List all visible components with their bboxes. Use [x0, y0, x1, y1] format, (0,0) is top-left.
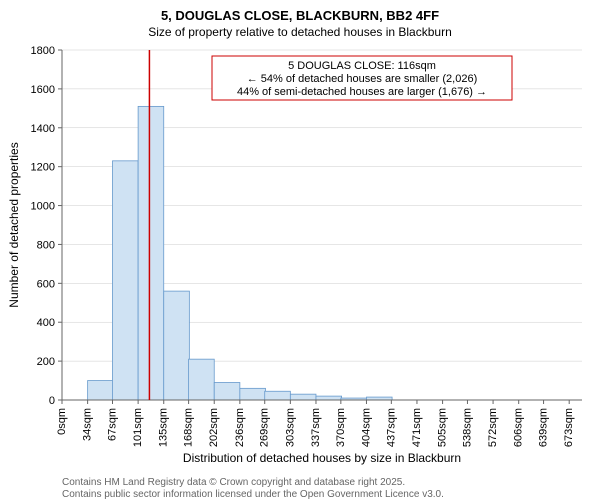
callout-line2: ← 54% of detached houses are smaller (2,… [247, 73, 478, 85]
xtick-label: 269sqm [259, 408, 271, 447]
chart-subtitle: Size of property relative to detached ho… [148, 25, 452, 39]
ytick-label: 1400 [31, 123, 55, 135]
ytick-label: 800 [37, 239, 55, 251]
histogram-bar [189, 359, 215, 400]
callout-line1: 5 DOUGLAS CLOSE: 116sqm [288, 60, 436, 72]
xtick-label: 673sqm [563, 408, 575, 447]
xtick-label: 236sqm [234, 408, 246, 447]
ytick-label: 0 [49, 395, 55, 407]
ytick-label: 1000 [31, 201, 55, 213]
xtick-label: 0sqm [56, 408, 68, 435]
histogram-bar [88, 381, 114, 400]
xtick-label: 303sqm [284, 408, 296, 447]
xtick-label: 639sqm [538, 408, 550, 447]
ytick-label: 1800 [31, 45, 55, 57]
xtick-label: 168sqm [183, 408, 195, 447]
xtick-label: 370sqm [335, 408, 347, 447]
ytick-label: 200 [37, 356, 55, 368]
xtick-label: 538sqm [461, 408, 473, 447]
ytick-label: 1200 [31, 162, 55, 174]
xtick-label: 337sqm [310, 408, 322, 447]
histogram-bar [265, 391, 291, 400]
histogram-bar [290, 394, 316, 400]
xtick-label: 101sqm [132, 408, 144, 447]
histogram-bar [112, 161, 138, 400]
histogram-bar [138, 106, 164, 400]
histogram-bar [164, 291, 190, 400]
ytick-label: 1600 [31, 84, 55, 96]
xtick-label: 34sqm [82, 408, 94, 441]
ytick-label: 600 [37, 278, 55, 290]
footer-line2: Contains public sector information licen… [62, 489, 444, 500]
xtick-label: 437sqm [385, 408, 397, 447]
x-axis-label: Distribution of detached houses by size … [183, 451, 461, 465]
xtick-label: 505sqm [437, 408, 449, 447]
xtick-label: 404sqm [360, 408, 372, 447]
ytick-label: 400 [37, 317, 55, 329]
xtick-label: 135sqm [158, 408, 170, 447]
histogram-bar [214, 383, 240, 401]
histogram-bar [240, 388, 266, 400]
xtick-label: 471sqm [411, 408, 423, 447]
xtick-label: 202sqm [208, 408, 220, 447]
xtick-label: 67sqm [106, 408, 118, 441]
y-axis-label: Number of detached properties [7, 142, 21, 307]
footer-line1: Contains HM Land Registry data © Crown c… [62, 477, 405, 488]
callout-line3: 44% of semi-detached houses are larger (… [237, 86, 487, 98]
xtick-label: 606sqm [513, 408, 525, 447]
chart-title: 5, DOUGLAS CLOSE, BLACKBURN, BB2 4FF [161, 8, 439, 23]
histogram-chart: 5, DOUGLAS CLOSE, BLACKBURN, BB2 4FF Size… [0, 0, 600, 500]
xtick-label: 572sqm [487, 408, 499, 447]
histogram-bar [316, 396, 342, 400]
